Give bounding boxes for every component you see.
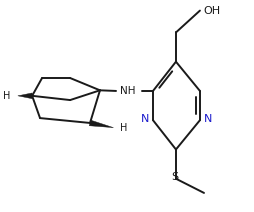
Text: H: H: [3, 91, 11, 101]
Text: NH: NH: [120, 86, 135, 96]
Polygon shape: [89, 120, 113, 128]
Text: N: N: [203, 114, 211, 124]
Text: S: S: [170, 172, 178, 182]
Text: OH: OH: [203, 6, 220, 16]
Text: N: N: [141, 114, 149, 124]
Polygon shape: [18, 93, 32, 99]
Text: H: H: [119, 123, 127, 133]
